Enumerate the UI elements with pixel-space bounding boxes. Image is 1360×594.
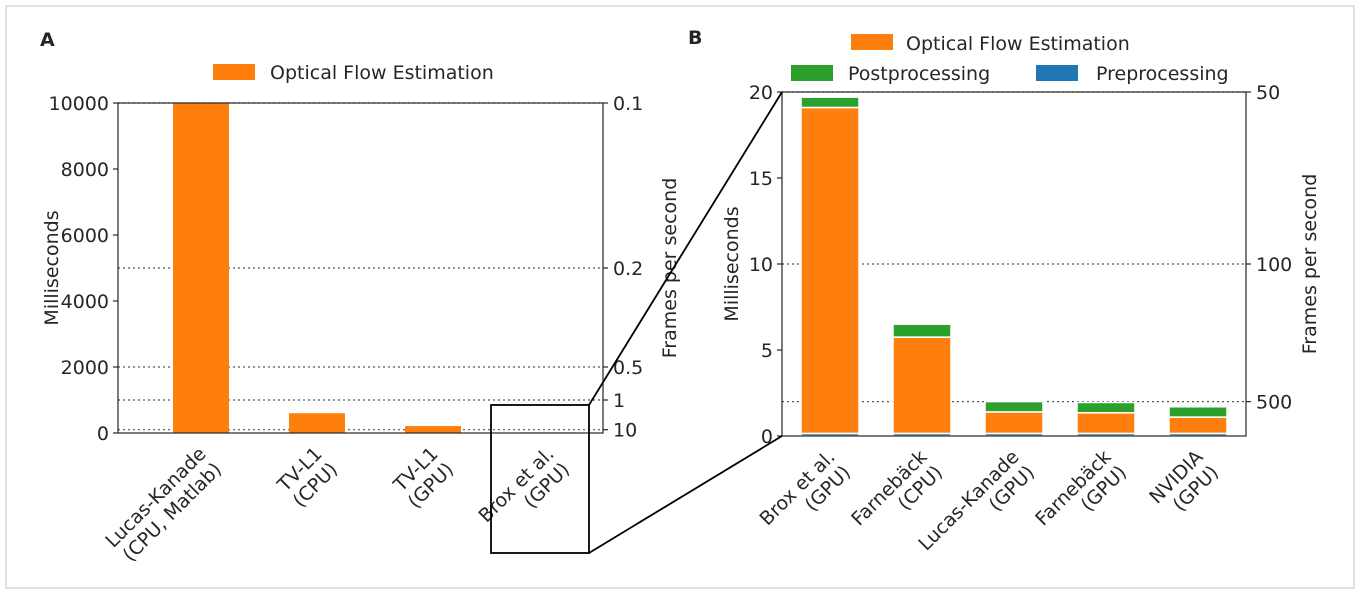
- y2-tick-label: 1: [613, 390, 625, 412]
- category-label: Brox et al.(GPU): [755, 446, 855, 546]
- y2-tick-label: 50: [1256, 82, 1280, 104]
- panel-label-b: B: [688, 27, 702, 49]
- bar-optical-flow-estimation-farneb-ck-gpu: [1076, 412, 1136, 435]
- y-tick-label: 5: [761, 340, 773, 362]
- legend-swatch-postprocessing: [791, 65, 833, 81]
- category-label: Farnebäck(GPU): [1031, 446, 1131, 546]
- y2-tick-label: 0.5: [613, 357, 643, 379]
- zoom-line-bottom: [588, 435, 783, 554]
- legend-swatch-optical-flow-estimation: [851, 34, 893, 50]
- y2-tick-label: 10: [613, 420, 637, 442]
- legend-label-postprocessing: Postprocessing: [848, 63, 990, 85]
- y-tick-label: 10: [749, 254, 773, 276]
- category-label: NVIDIA(GPU): [1145, 446, 1223, 524]
- legend-swatch-preprocessing: [1036, 65, 1078, 81]
- category-label: TV-L1(CPU): [273, 443, 342, 512]
- y-tick-label: 20: [749, 82, 773, 104]
- legend-label-optical-flow-estimation: Optical Flow Estimation: [906, 33, 1130, 55]
- legend-label-preprocessing: Preprocessing: [1096, 63, 1229, 85]
- bar-optical-flow-estimation-tv-l1-gpu: [405, 426, 461, 433]
- y-tick-label: 8000: [61, 159, 109, 181]
- figure-frame: [5, 5, 1355, 589]
- y2-axis-title: Frames per second: [1299, 174, 1321, 355]
- bar-optical-flow-estimation-brox-et-al-gpu: [800, 106, 860, 435]
- y-tick-label: 0: [97, 423, 109, 445]
- panel-label-a: A: [40, 29, 55, 51]
- chart-panel-a: Lucas-Kanade(CPU, Matlab) TV-L1(CPU) TV-L1…: [41, 62, 681, 568]
- y-axis-title: Milliseconds: [721, 206, 743, 321]
- legend-swatch-optical-flow-estimation: [213, 64, 255, 80]
- y2-tick-label: 0.1: [613, 93, 643, 115]
- bar-postprocessing-lucas-kanade-gpu: [984, 400, 1044, 413]
- y-axis-title: Milliseconds: [41, 210, 63, 325]
- category-label: Lucas-Kanade(CPU, Matlab): [101, 443, 226, 568]
- bar-optical-flow-estimation-tv-l1-cpu: [289, 413, 345, 433]
- bar-optical-flow-estimation-farneb-ck-cpu: [892, 336, 952, 435]
- bar-postprocessing-farneb-ck-gpu: [1076, 401, 1136, 414]
- chart-panel-b: Brox et al.(GPU)Farnebäck(CPU)Lucas-Kana…: [721, 33, 1321, 555]
- y-tick-label: 10000: [49, 93, 109, 115]
- category-label: Brox et al.(GPU): [474, 443, 574, 543]
- zoom-connector: [588, 91, 783, 554]
- bar-optical-flow-estimation-lucas-kanade-gpu: [984, 411, 1044, 435]
- category-label: TV-L1(GPU): [388, 443, 458, 513]
- y2-axis-title: Frames per second: [659, 178, 681, 359]
- bar-postprocessing-farneb-ck-cpu: [892, 323, 952, 338]
- zoom-box: [490, 404, 590, 554]
- y2-tick-label: 500: [1256, 392, 1292, 414]
- legend-label-optical-flow-estimation: Optical Flow Estimation: [270, 62, 494, 84]
- y-tick-label: 4000: [61, 291, 109, 313]
- bar-postprocessing-brox-et-al-gpu: [800, 96, 860, 109]
- bar-postprocessing-nvidia-gpu: [1168, 406, 1228, 418]
- y2-tick-label: 0.2: [613, 258, 643, 280]
- zoom-line-top: [588, 91, 783, 406]
- bar-optical-flow-estimation-nvidia-gpu: [1168, 416, 1228, 435]
- y-tick-label: 2000: [61, 357, 109, 379]
- y2-tick-label: 100: [1256, 254, 1292, 276]
- y-tick-label: 6000: [61, 225, 109, 247]
- y-tick-label: 15: [749, 168, 773, 190]
- bar-optical-flow-estimation-lucas-kanade-cpu-matlab: [173, 103, 229, 433]
